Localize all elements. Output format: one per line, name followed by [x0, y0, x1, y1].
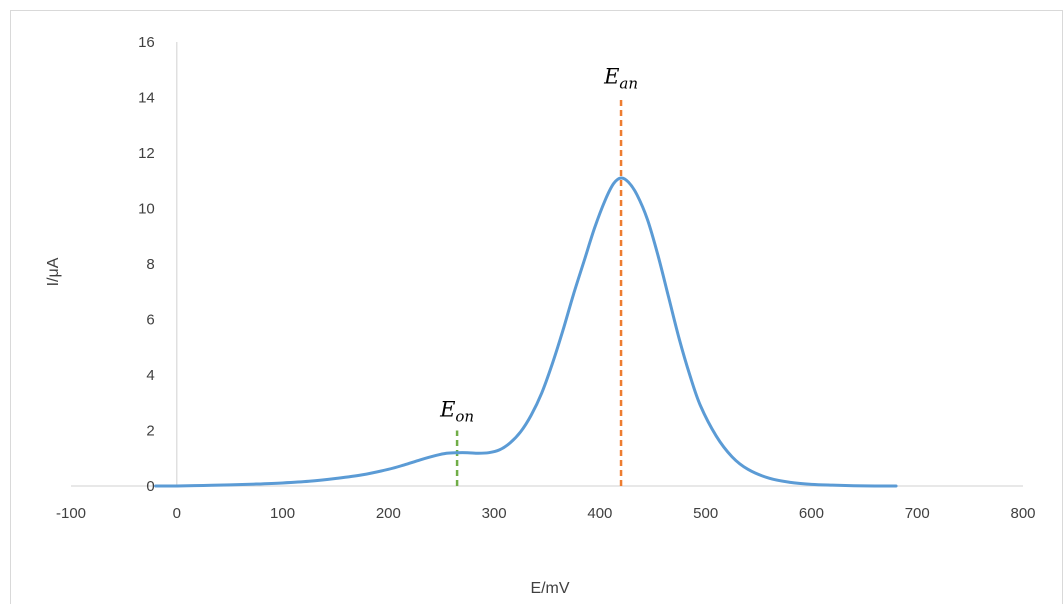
x-tick-label: 700 — [905, 505, 930, 522]
y-tick-label: 12 — [138, 145, 155, 162]
annotation-label-an: Ean — [603, 65, 638, 93]
x-tick-label: 200 — [376, 505, 401, 522]
x-tick-label: 400 — [587, 505, 612, 522]
x-tick-label: 600 — [799, 505, 824, 522]
chart-border — [10, 10, 1063, 606]
x-tick-label: 100 — [270, 505, 295, 522]
annotation-label-subscript: an — [619, 75, 638, 93]
series-layer — [154, 176, 898, 488]
x-tick-label: 500 — [693, 505, 718, 522]
x-tick-label: 300 — [482, 505, 507, 522]
y-tick-label: 6 — [146, 312, 154, 329]
y-tick-label: 4 — [146, 367, 154, 384]
x-axis-title: E/mV — [530, 580, 569, 597]
y-tick-label: 14 — [138, 90, 155, 107]
x-tick-label: 800 — [1010, 505, 1035, 522]
annotation-label-main: E — [603, 65, 619, 89]
y-tick-label: 0 — [146, 478, 154, 495]
x-tick-label: 0 — [173, 505, 181, 522]
y-tick-label: 8 — [146, 256, 154, 273]
annotation-label-subscript: on — [455, 408, 474, 426]
annotation-label-on: Eon — [439, 398, 474, 426]
y-tick-label: 16 — [138, 34, 155, 51]
y-axis-title: I/μA — [45, 257, 62, 286]
y-tick-label: 2 — [146, 423, 154, 440]
series-line-0 — [154, 176, 898, 488]
y-tick-label: 10 — [138, 201, 155, 218]
x-tick-label: -100 — [56, 505, 86, 522]
annotation-label-main: E — [439, 398, 455, 422]
